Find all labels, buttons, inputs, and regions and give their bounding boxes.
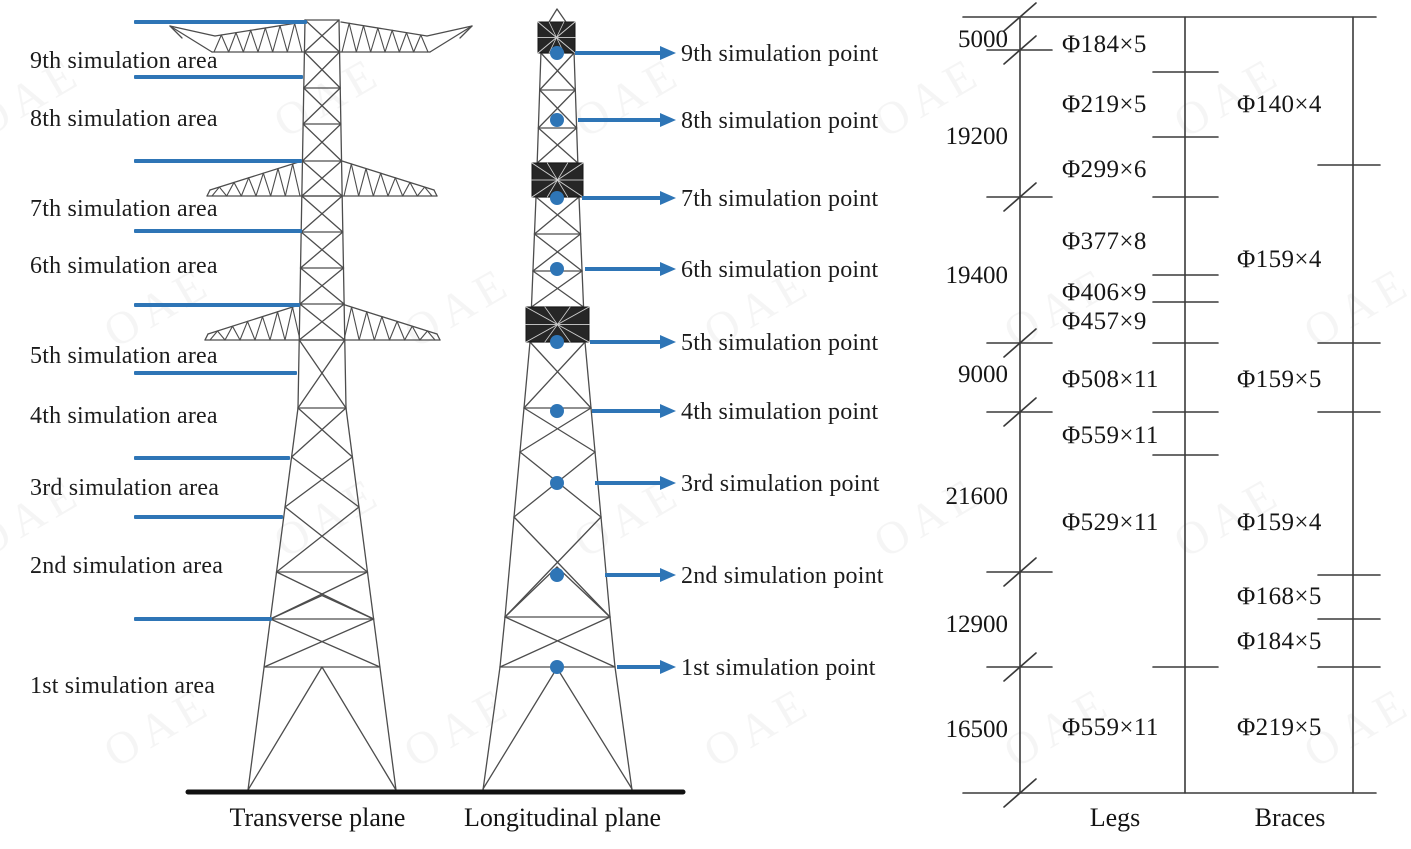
- area-boundary-line: [134, 20, 307, 24]
- dimension-value: 21600: [945, 483, 1009, 510]
- dimension-value: 9000: [958, 361, 1008, 388]
- simulation-point-arrow: [585, 267, 660, 271]
- point-label: 2nd simulation point: [681, 563, 884, 589]
- legs-cell-value: Φ529×11: [1062, 509, 1159, 536]
- simulation-point-dot: [550, 191, 564, 205]
- point-label: 5th simulation point: [681, 330, 879, 356]
- point-label: 8th simulation point: [681, 108, 879, 134]
- simulation-point-arrow: [578, 118, 660, 122]
- dimension-value: 16500: [945, 716, 1009, 743]
- braces-cell-value: Φ140×4: [1237, 91, 1322, 118]
- area-label: 8th simulation area: [30, 106, 218, 132]
- simulation-point-dot: [550, 476, 564, 490]
- area-label: 9th simulation area: [30, 48, 218, 74]
- area-label: 3rd simulation area: [30, 475, 220, 501]
- simulation-point-arrow: [582, 196, 660, 200]
- point-label: 1st simulation point: [681, 655, 876, 681]
- braces-cell-value: Φ159×4: [1237, 246, 1322, 273]
- simulation-point-arrow: [590, 340, 660, 344]
- legs-cell-value: Φ406×9: [1062, 279, 1147, 306]
- point-label: 6th simulation point: [681, 257, 879, 283]
- braces-column-header: Braces: [1254, 803, 1326, 832]
- simulation-point-dot: [550, 335, 564, 349]
- braces-cell-value: Φ219×5: [1237, 714, 1322, 741]
- legs-cell-value: Φ559×11: [1062, 714, 1159, 741]
- simulation-point-arrow: [617, 665, 660, 669]
- simulation-point-dot: [550, 404, 564, 418]
- simulation-point-dot: [550, 46, 564, 60]
- braces-cell-value: Φ168×5: [1237, 583, 1322, 610]
- area-label: 2nd simulation area: [30, 553, 224, 579]
- area-boundary-line: [134, 159, 302, 163]
- area-boundary-line: [134, 229, 302, 233]
- legs-column-header: Legs: [1089, 803, 1141, 832]
- area-boundary-line: [134, 617, 272, 621]
- legs-cell-value: Φ559×11: [1062, 422, 1159, 449]
- longitudinal-tower-drawing: [482, 8, 633, 791]
- size-table-grid-lines: [962, 2, 1381, 808]
- transverse-tower-drawing: [169, 19, 473, 791]
- legs-cell-value: Φ219×5: [1062, 91, 1147, 118]
- caption-transverse-plane: Transverse plane: [229, 803, 406, 832]
- dimension-value: 12900: [945, 611, 1009, 638]
- simulation-point-dot: [550, 262, 564, 276]
- legs-cell-value: Φ508×11: [1062, 366, 1159, 393]
- braces-cell-value: Φ159×5: [1237, 366, 1322, 393]
- area-boundary-line: [134, 515, 283, 519]
- point-label: 3rd simulation point: [681, 471, 880, 497]
- point-label: 7th simulation point: [681, 186, 879, 212]
- simulation-point-arrow: [605, 573, 660, 577]
- simulation-point-dot: [550, 113, 564, 127]
- area-label: 7th simulation area: [30, 196, 218, 222]
- area-boundary-line: [134, 456, 290, 460]
- area-boundary-line: [134, 75, 303, 79]
- simulation-point-dot: [550, 660, 564, 674]
- area-label: 1st simulation area: [30, 673, 216, 699]
- point-label: 9th simulation point: [681, 41, 879, 67]
- simulation-point-arrow: [595, 481, 660, 485]
- braces-cell-value: Φ159×4: [1237, 509, 1322, 536]
- point-label: 4th simulation point: [681, 399, 879, 425]
- area-label: 5th simulation area: [30, 343, 218, 369]
- legs-cell-value: Φ184×5: [1062, 31, 1147, 58]
- simulation-point-arrow: [592, 409, 660, 413]
- braces-cell-value: Φ184×5: [1237, 628, 1322, 655]
- caption-longitudinal-plane: Longitudinal plane: [463, 803, 662, 832]
- area-boundary-line: [134, 303, 300, 307]
- legs-cell-value: Φ299×6: [1062, 156, 1147, 183]
- simulation-point-dot: [550, 568, 564, 582]
- simulation-point-arrow: [575, 51, 660, 55]
- dimension-value: 19400: [945, 262, 1009, 289]
- area-label: 4th simulation area: [30, 403, 218, 429]
- legs-cell-value: Φ377×8: [1062, 228, 1147, 255]
- legs-cell-value: Φ457×9: [1062, 308, 1147, 335]
- area-label: 6th simulation area: [30, 253, 218, 279]
- dimension-value: 5000: [958, 26, 1008, 53]
- area-boundary-line: [134, 371, 297, 375]
- dimension-value: 19200: [945, 123, 1009, 150]
